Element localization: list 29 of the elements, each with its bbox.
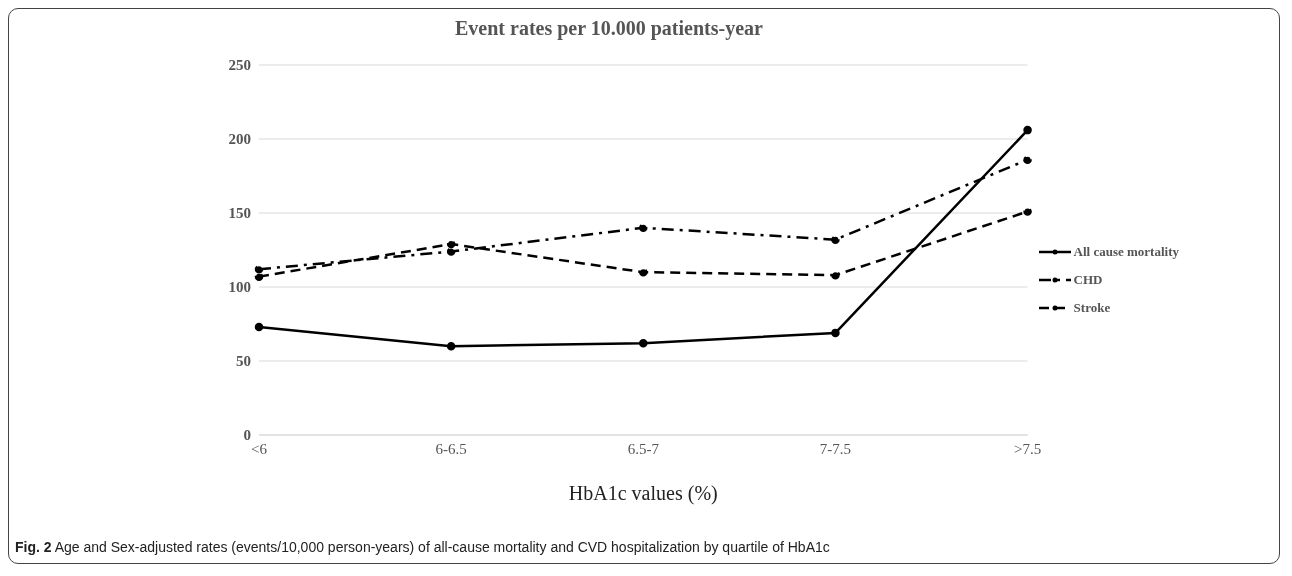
chart-title: Event rates per 10.000 patients-year bbox=[454, 17, 764, 40]
x-axis-title: HbA1c values (%) bbox=[568, 482, 718, 505]
x-tick-label: >7.5 bbox=[1013, 440, 1042, 457]
point bbox=[254, 322, 264, 332]
legend-label: Stroke bbox=[1073, 300, 1111, 316]
caption: Fig. 2 Age and Sex-adjusted rates (events/10,000 person-years) of all-cause mortality and CVD hospitalization by quartile of HbA1c bbox=[15, 539, 830, 555]
x-tick-label: <6 bbox=[251, 440, 268, 457]
x-tick-label: 6-6.5 bbox=[435, 440, 467, 457]
point bbox=[1023, 125, 1032, 135]
y-tick-label: 150 bbox=[228, 205, 251, 222]
legend-label: CHD bbox=[1073, 272, 1103, 288]
x-tick-label: 6.5-7 bbox=[627, 440, 660, 457]
point bbox=[1023, 207, 1032, 216]
y-tick-label: 50 bbox=[236, 353, 251, 370]
point bbox=[446, 341, 456, 351]
point bbox=[254, 272, 264, 281]
point bbox=[1023, 155, 1032, 164]
point bbox=[639, 223, 648, 233]
point bbox=[831, 235, 840, 244]
point bbox=[446, 247, 456, 256]
point bbox=[639, 338, 648, 348]
x-tick-label: 7-7.5 bbox=[819, 440, 852, 457]
y-tick-label: 200 bbox=[228, 131, 251, 148]
point bbox=[254, 264, 264, 274]
y-tick-label: 0 bbox=[243, 427, 251, 444]
y-tick-label: 100 bbox=[228, 279, 251, 296]
y-tick-label: 250 bbox=[228, 57, 251, 74]
legend-label: All cause mortality bbox=[1073, 244, 1179, 260]
point bbox=[831, 328, 840, 338]
